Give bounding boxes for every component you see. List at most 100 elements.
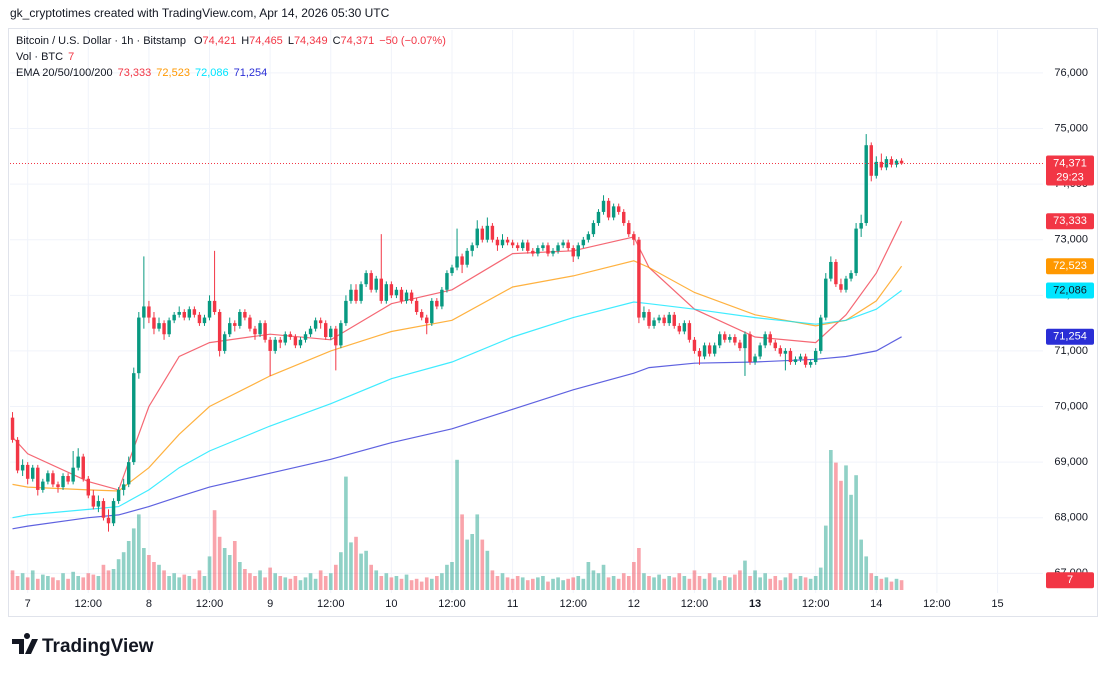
candle-body xyxy=(329,328,333,338)
volume-bar xyxy=(864,556,869,590)
volume-bar xyxy=(894,578,899,590)
volume-bar xyxy=(536,577,540,590)
volume-bar xyxy=(844,465,848,590)
volume-bar xyxy=(41,574,45,590)
volume-bar xyxy=(142,548,146,590)
volume-bar xyxy=(813,576,818,590)
candle-body xyxy=(121,484,126,490)
candle-body xyxy=(344,300,348,324)
volume-bar xyxy=(435,576,439,590)
candle-body xyxy=(728,337,732,340)
volume-bar xyxy=(323,576,328,590)
candle-body xyxy=(712,345,717,354)
ohlc-key: C xyxy=(333,35,341,47)
candle-body xyxy=(116,489,121,502)
volume-bar xyxy=(263,577,267,590)
volume-bar xyxy=(485,550,490,590)
x-tick-label: 7 xyxy=(25,598,31,610)
exchange: Bitstamp xyxy=(143,35,186,47)
candle-body xyxy=(490,225,495,240)
x-tick-label: 12:00 xyxy=(75,598,103,610)
candle-body xyxy=(222,334,227,351)
candle-body xyxy=(627,223,631,235)
volume-bar xyxy=(657,574,661,590)
ema-tag-box xyxy=(1046,282,1094,299)
candle-body xyxy=(238,312,242,326)
volume-bar xyxy=(687,578,692,590)
candle-body xyxy=(339,323,343,346)
volume-bar xyxy=(505,577,510,590)
volume-bar xyxy=(823,525,828,590)
x-tick-label: 12:00 xyxy=(438,598,466,610)
candle-body xyxy=(465,250,469,265)
volume-bar xyxy=(227,555,232,590)
y-tick-label: 68,000 xyxy=(1054,512,1088,524)
candle-body xyxy=(510,242,515,246)
candle-body xyxy=(404,292,409,301)
volume-bar xyxy=(460,514,464,590)
candle-body xyxy=(520,242,525,249)
volume-bar xyxy=(849,494,853,590)
volume-bar xyxy=(71,571,75,590)
candle-body xyxy=(288,334,293,338)
candle-body xyxy=(76,456,80,468)
volume-tag-box xyxy=(1046,572,1094,589)
candle-body xyxy=(273,339,277,351)
volume-bar xyxy=(672,577,677,590)
candle-body xyxy=(207,300,212,318)
candle-body xyxy=(702,345,707,357)
x-tick-label: 12:00 xyxy=(196,598,224,610)
candle-body xyxy=(126,462,131,485)
volume-bar xyxy=(586,562,591,590)
candle-body xyxy=(475,228,479,246)
candle-body xyxy=(323,323,328,338)
volume-bar xyxy=(177,577,182,590)
volume-bar xyxy=(621,573,626,590)
candle-body xyxy=(505,239,510,243)
candle-body xyxy=(642,312,646,318)
candle-body xyxy=(228,323,232,335)
candle-body xyxy=(596,211,601,224)
candle-body xyxy=(611,206,616,218)
candle-body xyxy=(576,245,580,257)
volume-bar xyxy=(56,580,60,590)
candle-body xyxy=(440,289,444,307)
candle-body xyxy=(233,323,237,326)
volume-bar xyxy=(854,475,858,590)
volume-bar xyxy=(884,577,889,590)
candle-body xyxy=(283,334,288,343)
ema-tag: 73,333 xyxy=(1053,215,1087,227)
candle-body xyxy=(798,356,803,360)
candle-body xyxy=(71,467,75,482)
volume-bar xyxy=(748,576,752,590)
candle-body xyxy=(248,317,252,329)
volume-bar xyxy=(116,559,121,590)
candle-body xyxy=(46,473,50,482)
volume-bar xyxy=(197,570,202,590)
volume-bar xyxy=(384,573,389,590)
volume-bar xyxy=(429,578,434,590)
candle-body xyxy=(25,464,30,479)
volume-bar xyxy=(722,576,727,590)
candle-body xyxy=(637,239,641,318)
candle-body xyxy=(682,323,687,332)
volume-bar xyxy=(273,573,278,590)
candle-body xyxy=(546,245,550,254)
candle-body xyxy=(738,342,742,349)
candle-body xyxy=(450,267,454,274)
candle-body xyxy=(61,476,65,488)
volume-bar xyxy=(238,562,242,590)
candle-body xyxy=(894,160,899,165)
x-tick-label: 12:00 xyxy=(802,598,830,610)
volume-bar xyxy=(10,570,15,590)
volume-bar xyxy=(616,578,621,590)
y-tick-label: 70,000 xyxy=(1054,400,1088,412)
volume-bar xyxy=(187,576,192,590)
candle-body xyxy=(733,337,737,343)
volume-bar xyxy=(556,577,560,590)
volume-bar xyxy=(288,578,293,590)
volume-tag: 7 xyxy=(1067,574,1073,586)
candle-body xyxy=(526,242,530,251)
logo-text: TradingView xyxy=(42,636,154,657)
volume-bar xyxy=(268,567,272,590)
